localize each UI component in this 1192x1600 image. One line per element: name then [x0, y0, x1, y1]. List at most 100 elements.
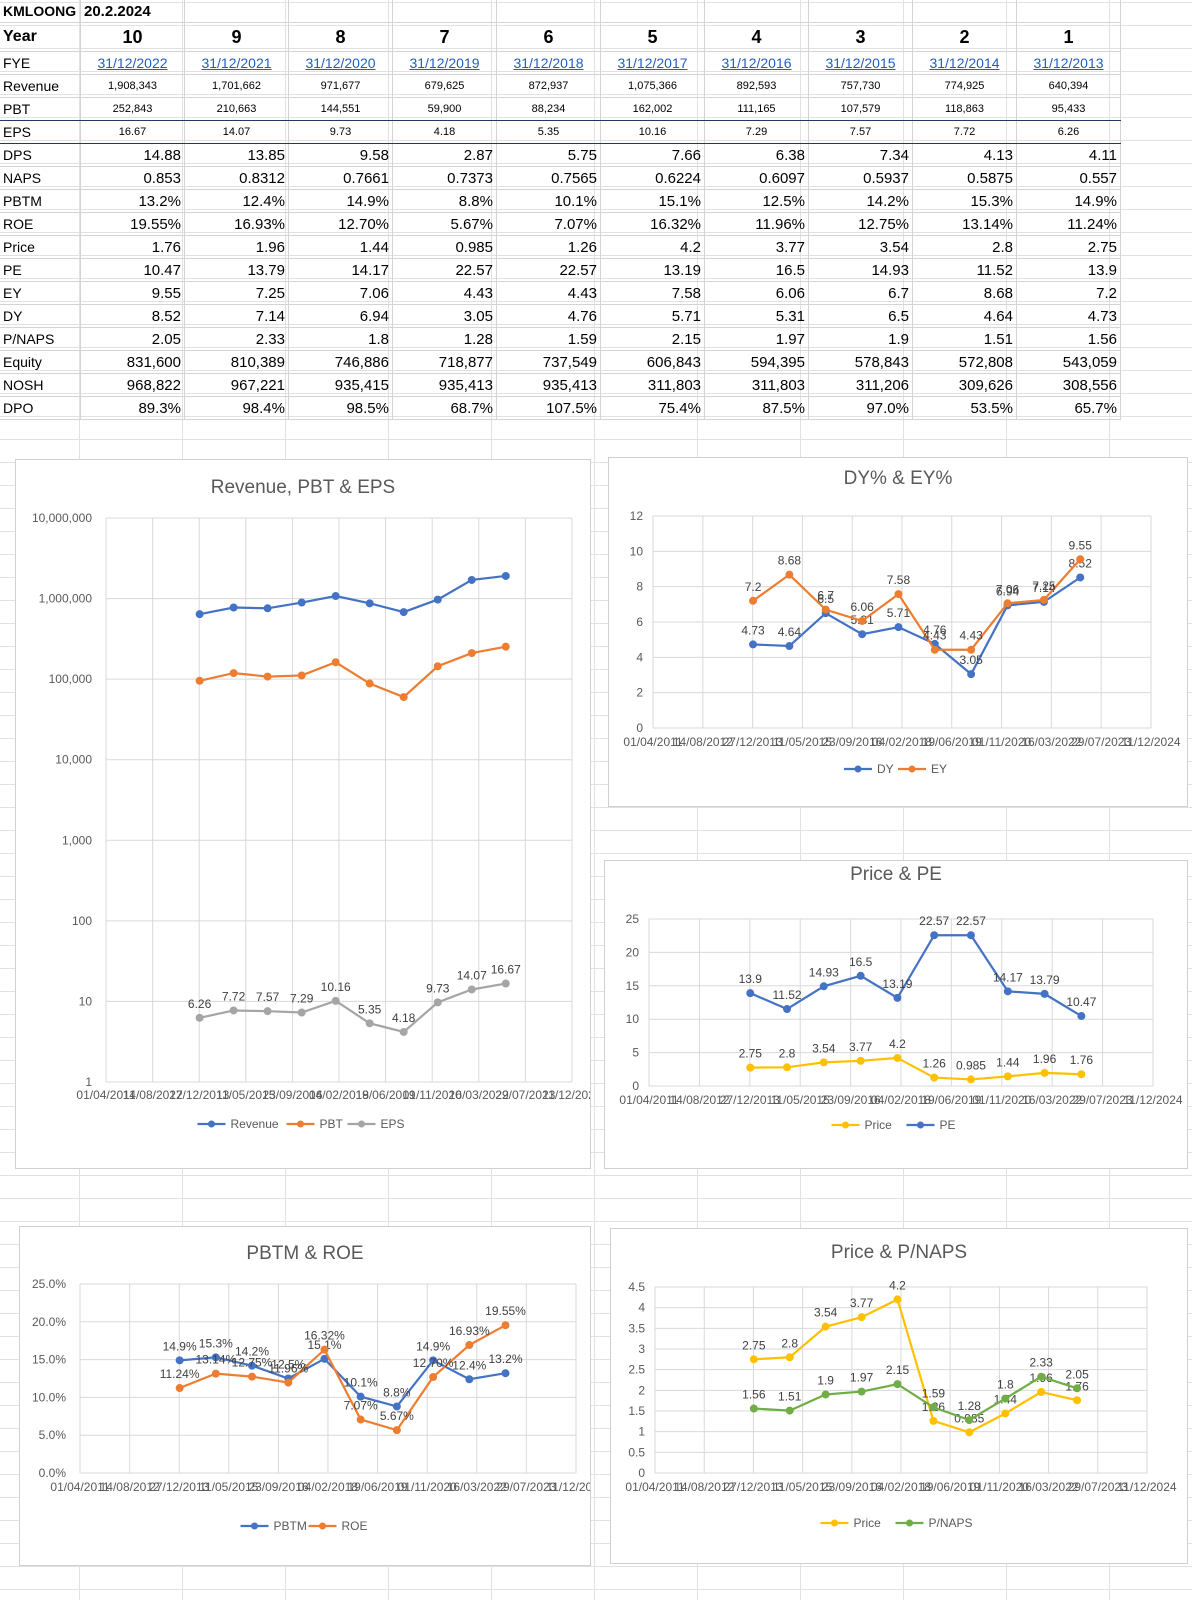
value-cell[interactable]: 14.17 — [288, 258, 393, 282]
row-label-cell[interactable]: PBT — [0, 97, 81, 121]
value-cell[interactable]: 53.5% — [912, 396, 1017, 420]
value-cell[interactable]: 8.8% — [392, 189, 497, 213]
row-label-cell[interactable]: NOSH — [0, 373, 81, 397]
value-cell[interactable]: 144,551 — [288, 97, 393, 121]
value-cell[interactable]: 2.87 — [392, 143, 497, 167]
value-cell[interactable]: 15.3% — [912, 189, 1017, 213]
value-cell[interactable]: 7.2 — [1016, 281, 1121, 305]
value-cell[interactable]: 19.55% — [80, 212, 185, 236]
value-cell[interactable]: 4.73 — [1016, 304, 1121, 328]
value-cell[interactable]: 7.72 — [912, 120, 1017, 144]
value-cell[interactable]: 75.4% — [600, 396, 705, 420]
value-cell[interactable]: 10.16 — [600, 120, 705, 144]
value-cell[interactable]: 2.05 — [80, 327, 185, 351]
value-cell[interactable]: 7.14 — [184, 304, 289, 328]
row-label-cell[interactable]: DPO — [0, 396, 81, 420]
value-cell[interactable]: 98.5% — [288, 396, 393, 420]
value-cell[interactable]: 679,625 — [392, 74, 497, 98]
value-cell[interactable]: 7.07% — [496, 212, 601, 236]
value-cell[interactable]: 14.93 — [808, 258, 913, 282]
value-cell[interactable]: 22.57 — [392, 258, 497, 282]
value-cell[interactable]: 10.1% — [496, 189, 601, 213]
value-cell[interactable]: 1.76 — [80, 235, 185, 259]
year-cell[interactable]: 8 — [288, 22, 393, 52]
value-cell[interactable]: 0.853 — [80, 166, 185, 190]
value-cell[interactable]: 31/12/2014 — [912, 51, 1017, 75]
empty-cell[interactable] — [912, 0, 1017, 23]
value-cell[interactable]: 10.47 — [80, 258, 185, 282]
value-cell[interactable]: 16.5 — [704, 258, 809, 282]
value-cell[interactable]: 118,863 — [912, 97, 1017, 121]
value-cell[interactable]: 5.31 — [704, 304, 809, 328]
empty-cell[interactable] — [496, 0, 601, 23]
row-label-cell[interactable]: Revenue — [0, 74, 81, 98]
value-cell[interactable]: 4.13 — [912, 143, 1017, 167]
value-cell[interactable]: 31/12/2013 — [1016, 51, 1121, 75]
value-cell[interactable]: 4.43 — [496, 281, 601, 305]
value-cell[interactable]: 111,165 — [704, 97, 809, 121]
value-cell[interactable]: 3.77 — [704, 235, 809, 259]
empty-cell[interactable] — [184, 0, 289, 23]
value-cell[interactable]: 6.38 — [704, 143, 809, 167]
value-cell[interactable]: 0.6224 — [600, 166, 705, 190]
value-cell[interactable]: 31/12/2016 — [704, 51, 809, 75]
value-cell[interactable]: 774,925 — [912, 74, 1017, 98]
empty-cell[interactable] — [600, 0, 705, 23]
value-cell[interactable]: 7.58 — [600, 281, 705, 305]
value-cell[interactable]: 831,600 — [80, 350, 185, 374]
value-cell[interactable]: 311,803 — [600, 373, 705, 397]
chart-price-pe[interactable]: Price & PE 0 5 10 15 20 25 01/04/2011 14/08/2012… — [604, 860, 1188, 1169]
value-cell[interactable]: 640,394 — [1016, 74, 1121, 98]
value-cell[interactable]: 1.28 — [392, 327, 497, 351]
value-cell[interactable]: 4.64 — [912, 304, 1017, 328]
value-cell[interactable]: 935,413 — [496, 373, 601, 397]
value-cell[interactable]: 97.0% — [808, 396, 913, 420]
value-cell[interactable]: 309,626 — [912, 373, 1017, 397]
value-cell[interactable]: 95,433 — [1016, 97, 1121, 121]
year-label-cell[interactable]: Year — [0, 22, 81, 52]
row-label-cell[interactable]: PBTM — [0, 189, 81, 213]
row-label-cell[interactable]: FYE — [0, 51, 81, 75]
row-label-cell[interactable]: EY — [0, 281, 81, 305]
value-cell[interactable]: 4.18 — [392, 120, 497, 144]
value-cell[interactable]: 746,886 — [288, 350, 393, 374]
empty-cell[interactable] — [808, 0, 913, 23]
value-cell[interactable]: 971,677 — [288, 74, 393, 98]
year-cell[interactable]: 6 — [496, 22, 601, 52]
year-cell[interactable]: 1 — [1016, 22, 1121, 52]
value-cell[interactable]: 1.59 — [496, 327, 601, 351]
value-cell[interactable]: 7.66 — [600, 143, 705, 167]
value-cell[interactable]: 31/12/2017 — [600, 51, 705, 75]
value-cell[interactable]: 13.14% — [912, 212, 1017, 236]
value-cell[interactable]: 107.5% — [496, 396, 601, 420]
value-cell[interactable]: 89.3% — [80, 396, 185, 420]
value-cell[interactable]: 308,556 — [1016, 373, 1121, 397]
year-cell[interactable]: 5 — [600, 22, 705, 52]
chart-dy-ey[interactable]: DY% & EY% 0 2 4 6 8 10 12 01/04/2011 14/08/2012 27… — [608, 457, 1188, 807]
value-cell[interactable]: 8.52 — [80, 304, 185, 328]
value-cell[interactable]: 22.57 — [496, 258, 601, 282]
value-cell[interactable]: 0.7373 — [392, 166, 497, 190]
value-cell[interactable]: 2.15 — [600, 327, 705, 351]
value-cell[interactable]: 11.24% — [1016, 212, 1121, 236]
value-cell[interactable]: 13.2% — [80, 189, 185, 213]
value-cell[interactable]: 1.9 — [808, 327, 913, 351]
empty-cell[interactable] — [392, 0, 497, 23]
value-cell[interactable]: 594,395 — [704, 350, 809, 374]
year-cell[interactable]: 3 — [808, 22, 913, 52]
value-cell[interactable]: 12.75% — [808, 212, 913, 236]
value-cell[interactable]: 1,908,343 — [80, 74, 185, 98]
value-cell[interactable]: 1.56 — [1016, 327, 1121, 351]
row-label-cell[interactable]: Price — [0, 235, 81, 259]
value-cell[interactable]: 3.05 — [392, 304, 497, 328]
value-cell[interactable]: 0.8312 — [184, 166, 289, 190]
value-cell[interactable]: 14.88 — [80, 143, 185, 167]
value-cell[interactable]: 7.06 — [288, 281, 393, 305]
value-cell[interactable]: 9.73 — [288, 120, 393, 144]
value-cell[interactable]: 718,877 — [392, 350, 497, 374]
chart-pbtm-roe[interactable]: PBTM & ROE 0.0% 5.0% 10.0% 15.0% 20.0% 25.0% 01… — [19, 1226, 591, 1566]
value-cell[interactable]: 31/12/2021 — [184, 51, 289, 75]
value-cell[interactable]: 210,663 — [184, 97, 289, 121]
value-cell[interactable]: 14.9% — [1016, 189, 1121, 213]
value-cell[interactable]: 6.5 — [808, 304, 913, 328]
